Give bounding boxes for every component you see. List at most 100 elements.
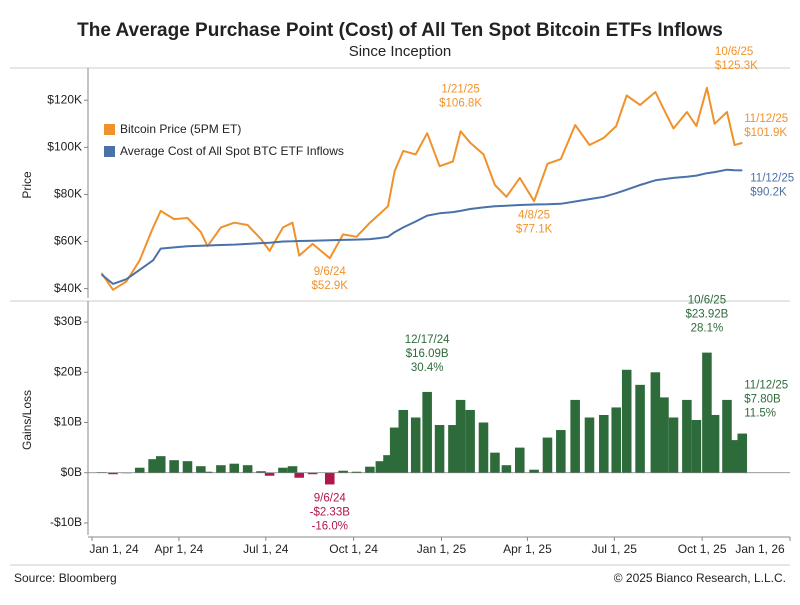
bar [375, 461, 386, 473]
bar [389, 427, 400, 473]
bar [611, 407, 621, 473]
y-tick-label: $30B [54, 314, 82, 328]
bar [169, 460, 179, 473]
copyright: © 2025 Bianco Research, L.L.C. [614, 571, 786, 585]
bar [515, 447, 525, 473]
annotation-date: 11/12/25 [750, 172, 794, 184]
bar [668, 417, 679, 473]
bar [338, 470, 348, 473]
bar [691, 420, 702, 473]
bar [570, 399, 580, 473]
bar [155, 456, 166, 473]
bar [478, 422, 489, 473]
bar [434, 425, 445, 473]
x-tick-label: Apr 1, 24 [155, 542, 204, 556]
bar [383, 455, 393, 473]
bar [229, 463, 240, 473]
annotation-date: 1/21/25 [441, 83, 479, 95]
legend-label: Bitcoin Price (5PM ET) [120, 122, 241, 136]
bar [455, 399, 466, 473]
bar [490, 452, 500, 473]
bar [410, 417, 421, 473]
annotation-value: $90.2K [750, 186, 787, 198]
bar [196, 466, 206, 473]
bar [264, 472, 275, 476]
y-tick-label: $80K [54, 187, 82, 201]
annotation-date: 10/6/25 [688, 295, 726, 307]
x-tick-label: Jul 1, 24 [243, 542, 289, 556]
series-line [100, 86, 743, 291]
x-tick-label: Jul 1, 25 [592, 542, 638, 556]
annotation-value: -$2.33B [310, 506, 351, 518]
annotation-value: $101.9K [744, 127, 787, 139]
bar [722, 399, 732, 473]
bar [729, 440, 740, 473]
bar [542, 437, 553, 473]
bar [278, 467, 288, 473]
annotation-value: $23.92B [685, 309, 728, 321]
bar [182, 461, 193, 473]
bar [294, 472, 304, 478]
x-tick-label: Jan 1, 25 [417, 542, 467, 556]
annotation-date: 10/6/25 [715, 46, 753, 58]
annotation-date: 12/17/24 [405, 334, 450, 346]
bar [659, 397, 669, 473]
y-tick-label: $0B [61, 465, 82, 479]
bar [351, 471, 362, 473]
bar [256, 471, 266, 473]
bar [635, 384, 645, 473]
annotation-pct: -16.0% [312, 520, 348, 532]
y-axis-title: Price [20, 171, 34, 199]
y-tick-label: $40K [54, 281, 82, 295]
bar [242, 465, 253, 473]
bar [324, 472, 335, 485]
bar [529, 469, 539, 473]
y-tick-label: $120K [47, 92, 82, 106]
bar [216, 465, 226, 473]
x-tick-label: Oct 1, 25 [678, 542, 727, 556]
source: Source: Bloomberg [14, 571, 117, 585]
y-tick-label: $20B [54, 364, 82, 378]
bar [134, 467, 145, 473]
annotation-pct: 28.1% [691, 323, 724, 335]
bar [650, 372, 661, 473]
x-tick-label: Apr 1, 25 [503, 542, 552, 556]
bar [108, 472, 118, 475]
annotation-pct: 11.5% [744, 408, 776, 420]
annotation-date: 11/12/25 [744, 113, 788, 125]
annotation-pct: 30.4% [411, 362, 444, 374]
y-tick-label: $100K [47, 140, 82, 154]
bar [501, 465, 512, 473]
bar [422, 391, 432, 473]
bar [682, 399, 692, 473]
annotation-value: $106.8K [439, 97, 482, 109]
bar [584, 417, 595, 473]
annotation-date: 4/8/25 [518, 209, 550, 221]
legend-swatch [104, 124, 115, 135]
annotation-date: 11/12/25 [744, 380, 788, 392]
bar [702, 352, 712, 473]
chart-subtitle: Since Inception [349, 43, 452, 60]
x-tick-label: Oct 1, 24 [329, 542, 378, 556]
bar [621, 369, 632, 473]
bar [737, 433, 748, 473]
bar [556, 430, 566, 473]
y-tick-label: $10B [54, 415, 82, 429]
x-tick-label: Jan 1, 26 [735, 542, 785, 556]
bar [465, 409, 475, 473]
x-tick-label: Jan 1, 24 [89, 542, 139, 556]
annotation-value: $125.3K [715, 60, 758, 72]
y-tick-label: $60K [54, 234, 82, 248]
bar [365, 466, 375, 473]
y-tick-label: -$10B [50, 515, 82, 529]
bar [148, 459, 158, 473]
legend-swatch [104, 146, 115, 157]
bar [599, 414, 609, 473]
bar [287, 466, 298, 473]
annotation-value: $77.1K [516, 223, 553, 235]
bar [448, 425, 458, 473]
chart-title: The Average Purchase Point (Cost) of All… [77, 20, 723, 41]
bar [307, 472, 318, 475]
annotation-value: $52.9K [312, 280, 349, 292]
